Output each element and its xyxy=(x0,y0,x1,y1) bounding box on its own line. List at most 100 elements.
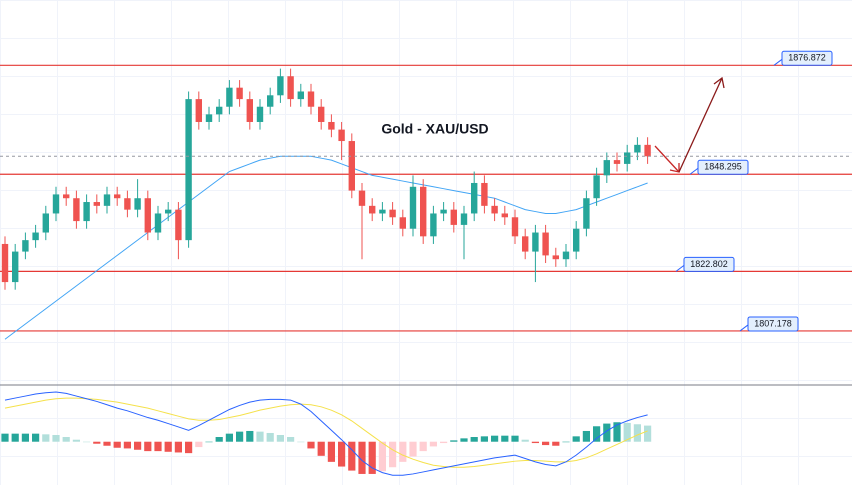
macd-histogram-bar xyxy=(409,441,417,457)
candle-body xyxy=(205,114,213,122)
macd-histogram-bar xyxy=(93,441,101,444)
candle-body xyxy=(63,194,70,199)
candle-body xyxy=(481,182,488,206)
arrow-up xyxy=(678,77,723,173)
candle-body xyxy=(471,182,478,214)
candle-body xyxy=(399,217,406,229)
signal-line xyxy=(4,397,648,468)
macd-histogram-bar xyxy=(62,437,70,442)
macd-histogram-bar xyxy=(297,441,305,443)
macd-histogram-bar xyxy=(399,441,407,462)
macd-histogram-bar xyxy=(358,441,366,474)
macd-histogram-bar xyxy=(276,435,284,442)
marks: 1876.872 1848.295 1822.802 1807.178 xyxy=(0,50,852,476)
macd-histogram-bar xyxy=(123,441,131,449)
macd-histogram-bar xyxy=(593,426,601,442)
macd-histogram-bar xyxy=(603,423,611,442)
macd-histogram-bar xyxy=(501,435,509,442)
macd-histogram-bar xyxy=(83,441,91,443)
macd-histogram-bar xyxy=(613,422,621,442)
macd-histogram-bar xyxy=(429,441,437,447)
level-label: 1848.295 xyxy=(704,162,742,172)
level-label-box xyxy=(781,50,833,66)
level-label: 1876.872 xyxy=(788,53,826,63)
chart-title: Gold - XAU/USD xyxy=(381,121,488,137)
candle-body xyxy=(277,76,284,96)
candle-body xyxy=(328,121,335,130)
candle-body xyxy=(573,228,580,252)
macd-histogram-bar xyxy=(164,441,172,452)
macd-histogram-bar xyxy=(644,425,652,442)
macd-histogram-bar xyxy=(582,430,590,442)
candle-body xyxy=(562,251,570,260)
candle-body xyxy=(613,160,621,164)
candle-body xyxy=(256,106,264,122)
macd-histogram-bar xyxy=(307,441,315,449)
candle-body xyxy=(440,209,447,214)
macd-histogram-bar xyxy=(552,441,560,446)
macd-histogram-bar xyxy=(440,441,448,444)
candle-body xyxy=(1,243,9,283)
level-label-pointer xyxy=(675,264,685,272)
macd-histogram-bar xyxy=(256,431,264,442)
candle-body xyxy=(42,213,49,233)
level-label-pointer xyxy=(689,167,699,175)
level-label-pointer xyxy=(739,324,749,332)
candle-body xyxy=(501,213,508,218)
candle-body xyxy=(287,76,294,100)
macd-histogram-bar xyxy=(511,435,519,442)
macd-histogram-bar xyxy=(21,433,29,442)
macd-histogram-bar xyxy=(480,436,488,442)
macd-histogram-bar xyxy=(542,441,550,446)
macd-histogram-bar xyxy=(72,439,80,442)
macd-histogram-bar xyxy=(368,441,376,474)
candle-body xyxy=(420,186,427,237)
macd-histogram-bar xyxy=(470,437,478,442)
forecast-arrows xyxy=(654,76,725,173)
macd-histogram-bar xyxy=(246,430,254,442)
candle-body xyxy=(12,251,19,283)
candle-body xyxy=(246,99,253,122)
candle-body xyxy=(634,144,641,153)
macd-histogram-bar xyxy=(225,433,233,442)
level-label-pointer xyxy=(773,58,783,66)
macd-histogram-bar xyxy=(378,441,386,472)
candle-body xyxy=(297,91,304,100)
candle-body xyxy=(226,87,233,107)
candle-body xyxy=(430,213,437,237)
macd-histogram-bar xyxy=(531,441,539,444)
macd-histogram-bar xyxy=(623,422,631,442)
macd-histogram-bar xyxy=(103,441,111,446)
macd-histogram-bar xyxy=(450,440,458,442)
candle-body xyxy=(379,209,386,214)
macd-histogram-bar xyxy=(52,435,60,442)
macd-histogram-bar xyxy=(32,433,40,442)
candle-body xyxy=(409,186,417,229)
macd-histogram-bar xyxy=(154,441,162,452)
macd-histogram-bar xyxy=(521,439,529,442)
macd-histogram-bar xyxy=(236,431,244,442)
candle-body xyxy=(644,144,651,157)
macd-histogram-bar xyxy=(185,441,193,454)
level-label-box xyxy=(747,316,799,332)
candle-body xyxy=(32,232,39,241)
candle-body xyxy=(134,198,141,210)
macd-histogram-bar xyxy=(327,441,335,462)
candle-body xyxy=(267,95,274,107)
moving-average xyxy=(4,155,648,340)
candle-body xyxy=(236,87,243,100)
macd-histogram-bar xyxy=(42,434,50,442)
candle-body xyxy=(348,141,355,191)
candle-body xyxy=(52,194,60,214)
candle-body xyxy=(603,160,610,176)
macd-histogram-bar xyxy=(266,432,274,442)
candle-body xyxy=(624,152,631,164)
level-label-box xyxy=(697,159,749,175)
candle-body xyxy=(522,236,529,252)
candle-body xyxy=(318,106,325,122)
macd-histogram-bar xyxy=(348,441,356,471)
macd-histogram-bar xyxy=(460,438,468,442)
macd-histogram-bar xyxy=(144,441,152,452)
